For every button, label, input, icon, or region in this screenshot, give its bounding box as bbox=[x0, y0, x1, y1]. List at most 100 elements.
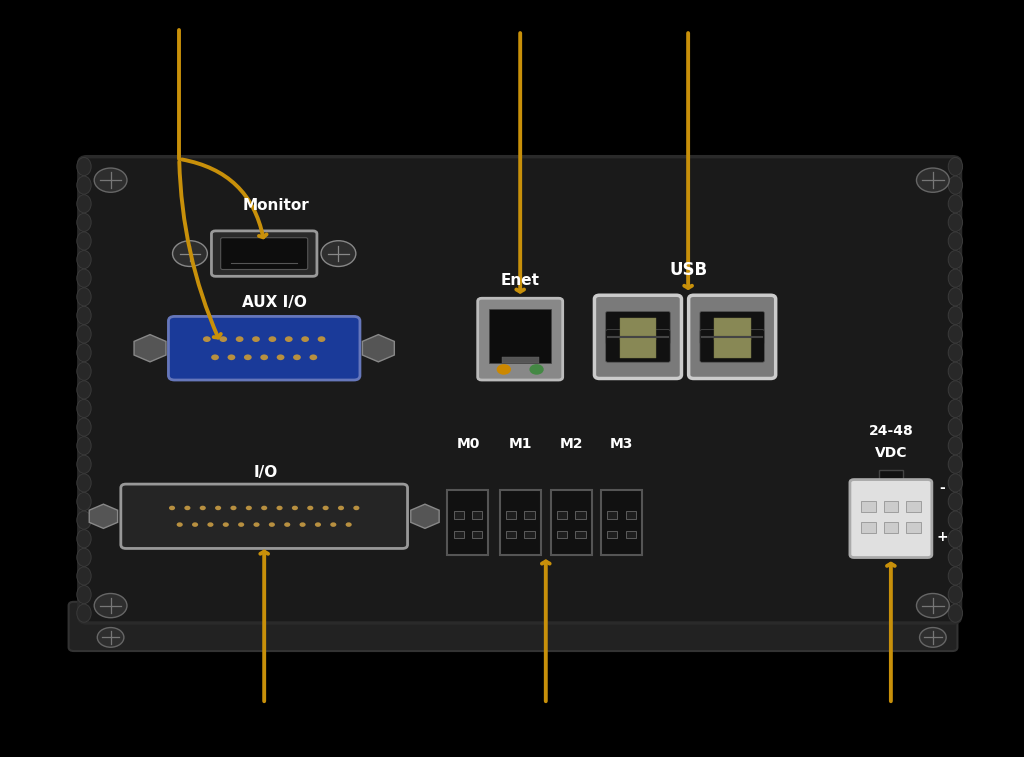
Bar bbox=[607, 511, 617, 519]
Bar bbox=[575, 531, 586, 538]
Ellipse shape bbox=[948, 251, 963, 269]
FancyBboxPatch shape bbox=[688, 295, 776, 378]
Text: VDC: VDC bbox=[874, 446, 907, 459]
Text: -: - bbox=[939, 481, 945, 495]
FancyBboxPatch shape bbox=[489, 309, 551, 363]
Ellipse shape bbox=[77, 511, 91, 529]
FancyBboxPatch shape bbox=[79, 157, 961, 623]
Bar bbox=[454, 531, 464, 538]
Circle shape bbox=[292, 506, 298, 510]
Ellipse shape bbox=[948, 530, 963, 548]
FancyBboxPatch shape bbox=[620, 317, 656, 339]
Ellipse shape bbox=[948, 157, 963, 176]
Circle shape bbox=[322, 241, 356, 266]
Ellipse shape bbox=[948, 585, 963, 603]
Ellipse shape bbox=[77, 437, 91, 455]
Bar bbox=[906, 522, 921, 533]
Circle shape bbox=[254, 522, 260, 527]
FancyBboxPatch shape bbox=[212, 231, 317, 276]
Bar bbox=[472, 531, 482, 538]
Bar bbox=[557, 511, 567, 519]
Circle shape bbox=[276, 506, 283, 510]
Ellipse shape bbox=[948, 288, 963, 306]
Circle shape bbox=[346, 522, 352, 527]
FancyBboxPatch shape bbox=[601, 491, 642, 554]
Ellipse shape bbox=[948, 492, 963, 510]
Ellipse shape bbox=[948, 362, 963, 380]
Circle shape bbox=[285, 522, 291, 527]
Bar bbox=[557, 531, 567, 538]
Ellipse shape bbox=[77, 455, 91, 473]
FancyBboxPatch shape bbox=[551, 491, 592, 554]
Bar bbox=[524, 511, 535, 519]
Ellipse shape bbox=[77, 195, 91, 213]
Circle shape bbox=[261, 506, 267, 510]
Ellipse shape bbox=[77, 604, 91, 622]
FancyBboxPatch shape bbox=[500, 491, 541, 554]
FancyBboxPatch shape bbox=[700, 329, 764, 362]
Ellipse shape bbox=[948, 344, 963, 362]
Ellipse shape bbox=[77, 362, 91, 380]
FancyBboxPatch shape bbox=[714, 335, 751, 357]
FancyBboxPatch shape bbox=[620, 335, 656, 357]
Ellipse shape bbox=[77, 492, 91, 510]
Circle shape bbox=[317, 336, 326, 342]
Ellipse shape bbox=[77, 400, 91, 418]
Circle shape bbox=[252, 336, 260, 342]
Circle shape bbox=[223, 522, 229, 527]
Text: M3: M3 bbox=[610, 438, 633, 451]
Circle shape bbox=[200, 506, 206, 510]
Text: USB: USB bbox=[669, 261, 708, 279]
Bar bbox=[884, 501, 898, 512]
Bar bbox=[884, 522, 898, 533]
Circle shape bbox=[299, 522, 305, 527]
Bar bbox=[506, 511, 516, 519]
Bar bbox=[861, 501, 876, 512]
Bar bbox=[506, 531, 516, 538]
Circle shape bbox=[236, 336, 244, 342]
Ellipse shape bbox=[77, 474, 91, 492]
Ellipse shape bbox=[948, 195, 963, 213]
Circle shape bbox=[916, 593, 949, 618]
Circle shape bbox=[193, 522, 199, 527]
Text: AUX I/O: AUX I/O bbox=[242, 295, 307, 310]
Ellipse shape bbox=[77, 567, 91, 585]
Ellipse shape bbox=[948, 455, 963, 473]
Ellipse shape bbox=[948, 511, 963, 529]
Ellipse shape bbox=[77, 176, 91, 195]
Ellipse shape bbox=[948, 176, 963, 195]
Circle shape bbox=[353, 506, 359, 510]
FancyBboxPatch shape bbox=[447, 491, 488, 554]
Circle shape bbox=[307, 506, 313, 510]
Ellipse shape bbox=[948, 604, 963, 622]
Circle shape bbox=[268, 336, 276, 342]
Ellipse shape bbox=[77, 381, 91, 399]
Circle shape bbox=[323, 506, 329, 510]
Circle shape bbox=[244, 354, 252, 360]
Circle shape bbox=[529, 364, 544, 375]
Circle shape bbox=[94, 168, 127, 192]
Ellipse shape bbox=[948, 567, 963, 585]
FancyBboxPatch shape bbox=[850, 480, 932, 557]
Circle shape bbox=[497, 364, 511, 375]
Bar bbox=[607, 531, 617, 538]
Text: 24-48: 24-48 bbox=[868, 425, 913, 438]
Bar bbox=[861, 522, 876, 533]
Circle shape bbox=[920, 628, 946, 647]
Ellipse shape bbox=[948, 400, 963, 418]
Ellipse shape bbox=[77, 344, 91, 362]
Ellipse shape bbox=[77, 325, 91, 343]
Bar bbox=[626, 511, 636, 519]
Circle shape bbox=[246, 506, 252, 510]
Ellipse shape bbox=[948, 474, 963, 492]
Text: Enet: Enet bbox=[501, 273, 540, 288]
Ellipse shape bbox=[77, 269, 91, 287]
Ellipse shape bbox=[77, 585, 91, 603]
FancyBboxPatch shape bbox=[606, 329, 671, 362]
Ellipse shape bbox=[77, 307, 91, 325]
Ellipse shape bbox=[77, 232, 91, 250]
Ellipse shape bbox=[948, 418, 963, 436]
Circle shape bbox=[203, 336, 211, 342]
Circle shape bbox=[338, 506, 344, 510]
Circle shape bbox=[276, 354, 285, 360]
